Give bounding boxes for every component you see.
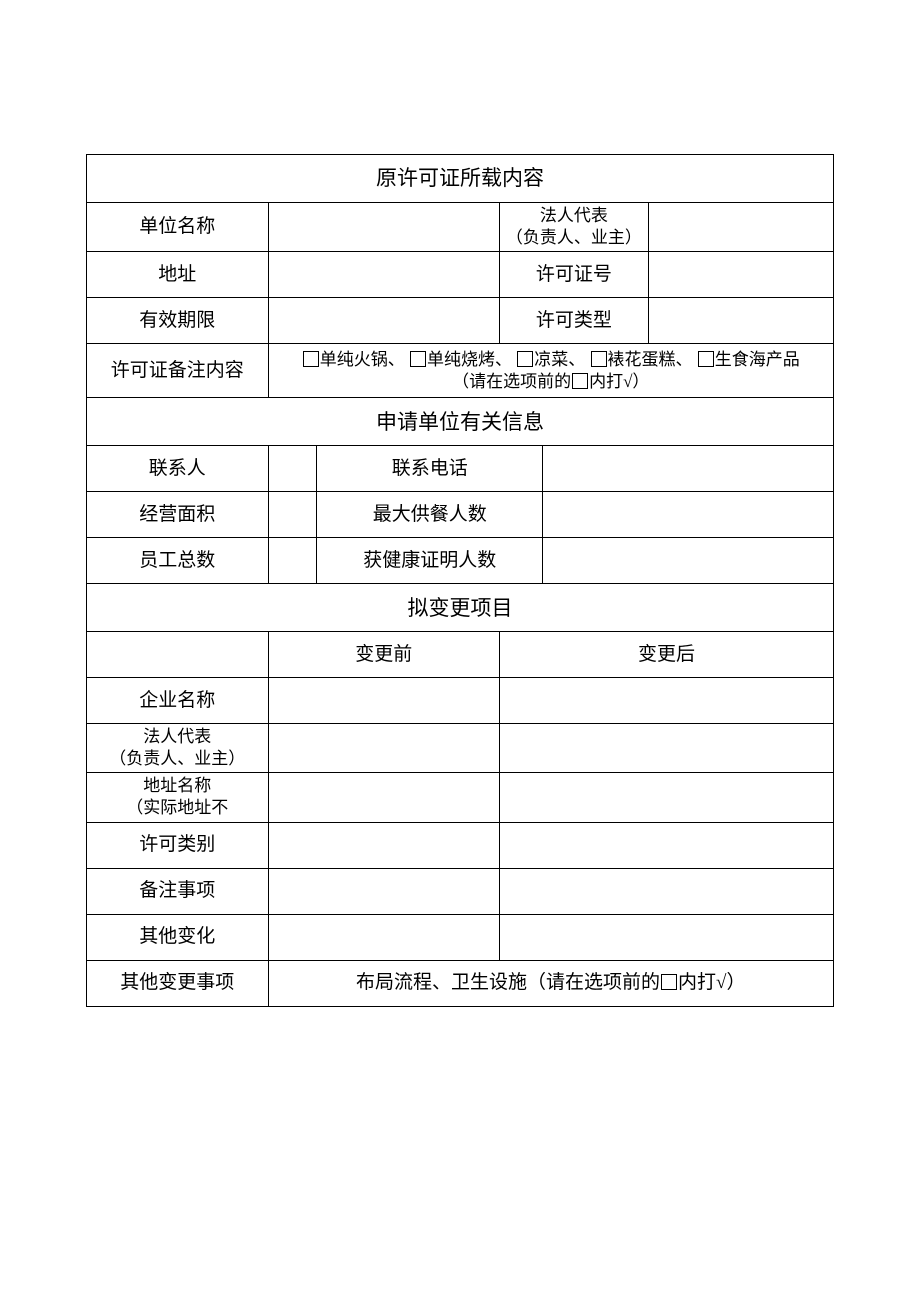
section3-title: 拟变更项目 bbox=[87, 584, 834, 632]
permit-no-value[interactable] bbox=[648, 252, 833, 298]
blank-label bbox=[87, 632, 269, 678]
opt-bbq: 单纯烧烤、 bbox=[427, 350, 512, 369]
area-label: 经营面积 bbox=[87, 492, 269, 538]
health-cert-value[interactable] bbox=[543, 538, 834, 584]
s3-legal-rep-after[interactable] bbox=[500, 724, 834, 773]
other-change-items-value[interactable]: 布局流程、卫生设施（请在选项前的内打√） bbox=[268, 960, 833, 1006]
address-label: 地址 bbox=[87, 252, 269, 298]
phone-label: 联系电话 bbox=[317, 446, 543, 492]
company-name-after[interactable] bbox=[500, 678, 834, 724]
permit-category-after[interactable] bbox=[500, 822, 834, 868]
max-capacity-label: 最大供餐人数 bbox=[317, 492, 543, 538]
s3-legal-rep-label: 法人代表 （负责人、业主） bbox=[87, 724, 269, 773]
other-change-items-label: 其他变更事项 bbox=[87, 960, 269, 1006]
legal-rep-label-l1: 法人代表 bbox=[540, 206, 608, 225]
after-label: 变更后 bbox=[500, 632, 834, 678]
addr-name-after[interactable] bbox=[500, 773, 834, 822]
valid-period-label: 有效期限 bbox=[87, 298, 269, 344]
checkbox-icon bbox=[661, 974, 677, 990]
unit-name-label: 单位名称 bbox=[87, 203, 269, 252]
notes-label: 备注事项 bbox=[87, 868, 269, 914]
opt-colddish: 凉菜、 bbox=[534, 350, 585, 369]
legal-rep-label-l2: （负责人、业主） bbox=[506, 228, 642, 247]
staff-total-label: 员工总数 bbox=[87, 538, 269, 584]
checkbox-icon[interactable] bbox=[591, 351, 607, 367]
contact-label: 联系人 bbox=[87, 446, 269, 492]
other-changes-label: 其他变化 bbox=[87, 914, 269, 960]
permit-category-before[interactable] bbox=[268, 822, 500, 868]
checkbox-icon[interactable] bbox=[410, 351, 426, 367]
addr-name-before[interactable] bbox=[268, 773, 500, 822]
contact-value[interactable] bbox=[268, 446, 317, 492]
permit-notes-label: 许可证备注内容 bbox=[87, 344, 269, 398]
checkbox-icon[interactable] bbox=[517, 351, 533, 367]
opt-cake: 裱花蛋糕、 bbox=[608, 350, 693, 369]
max-capacity-value[interactable] bbox=[543, 492, 834, 538]
unit-name-value[interactable] bbox=[268, 203, 500, 252]
section1-title: 原许可证所载内容 bbox=[87, 155, 834, 203]
checkbox-icon[interactable] bbox=[698, 351, 714, 367]
permit-notes-options[interactable]: 单纯火锅、 单纯烧烤、 凉菜、 裱花蛋糕、 生食海产品 （请在选项前的内打√） bbox=[268, 344, 833, 398]
permit-form-table: 原许可证所载内容 单位名称 法人代表 （负责人、业主） 地址 许可证号 有效期限… bbox=[86, 154, 834, 1007]
address-value[interactable] bbox=[268, 252, 500, 298]
checkbox-icon[interactable] bbox=[303, 351, 319, 367]
company-name-before[interactable] bbox=[268, 678, 500, 724]
s3-legal-rep-before[interactable] bbox=[268, 724, 500, 773]
notes-before[interactable] bbox=[268, 868, 500, 914]
area-value[interactable] bbox=[268, 492, 317, 538]
check-hint: （请在选项前的内打√） bbox=[452, 372, 649, 391]
phone-value[interactable] bbox=[543, 446, 834, 492]
other-changes-after[interactable] bbox=[500, 914, 834, 960]
company-name-label: 企业名称 bbox=[87, 678, 269, 724]
permit-type-label: 许可类型 bbox=[500, 298, 649, 344]
permit-no-label: 许可证号 bbox=[500, 252, 649, 298]
permit-type-value[interactable] bbox=[648, 298, 833, 344]
addr-name-label: 地址名称 （实际地址不 bbox=[87, 773, 269, 822]
legal-rep-value[interactable] bbox=[648, 203, 833, 252]
section2-title: 申请单位有关信息 bbox=[87, 398, 834, 446]
valid-period-value[interactable] bbox=[268, 298, 500, 344]
checkbox-icon bbox=[572, 373, 588, 389]
opt-hotpot: 单纯火锅、 bbox=[320, 350, 405, 369]
legal-rep-label: 法人代表 （负责人、业主） bbox=[500, 203, 649, 252]
before-label: 变更前 bbox=[268, 632, 500, 678]
notes-after[interactable] bbox=[500, 868, 834, 914]
opt-seafood: 生食海产品 bbox=[715, 350, 800, 369]
staff-total-value[interactable] bbox=[268, 538, 317, 584]
health-cert-label: 获健康证明人数 bbox=[317, 538, 543, 584]
other-changes-before[interactable] bbox=[268, 914, 500, 960]
permit-category-label: 许可类别 bbox=[87, 822, 269, 868]
